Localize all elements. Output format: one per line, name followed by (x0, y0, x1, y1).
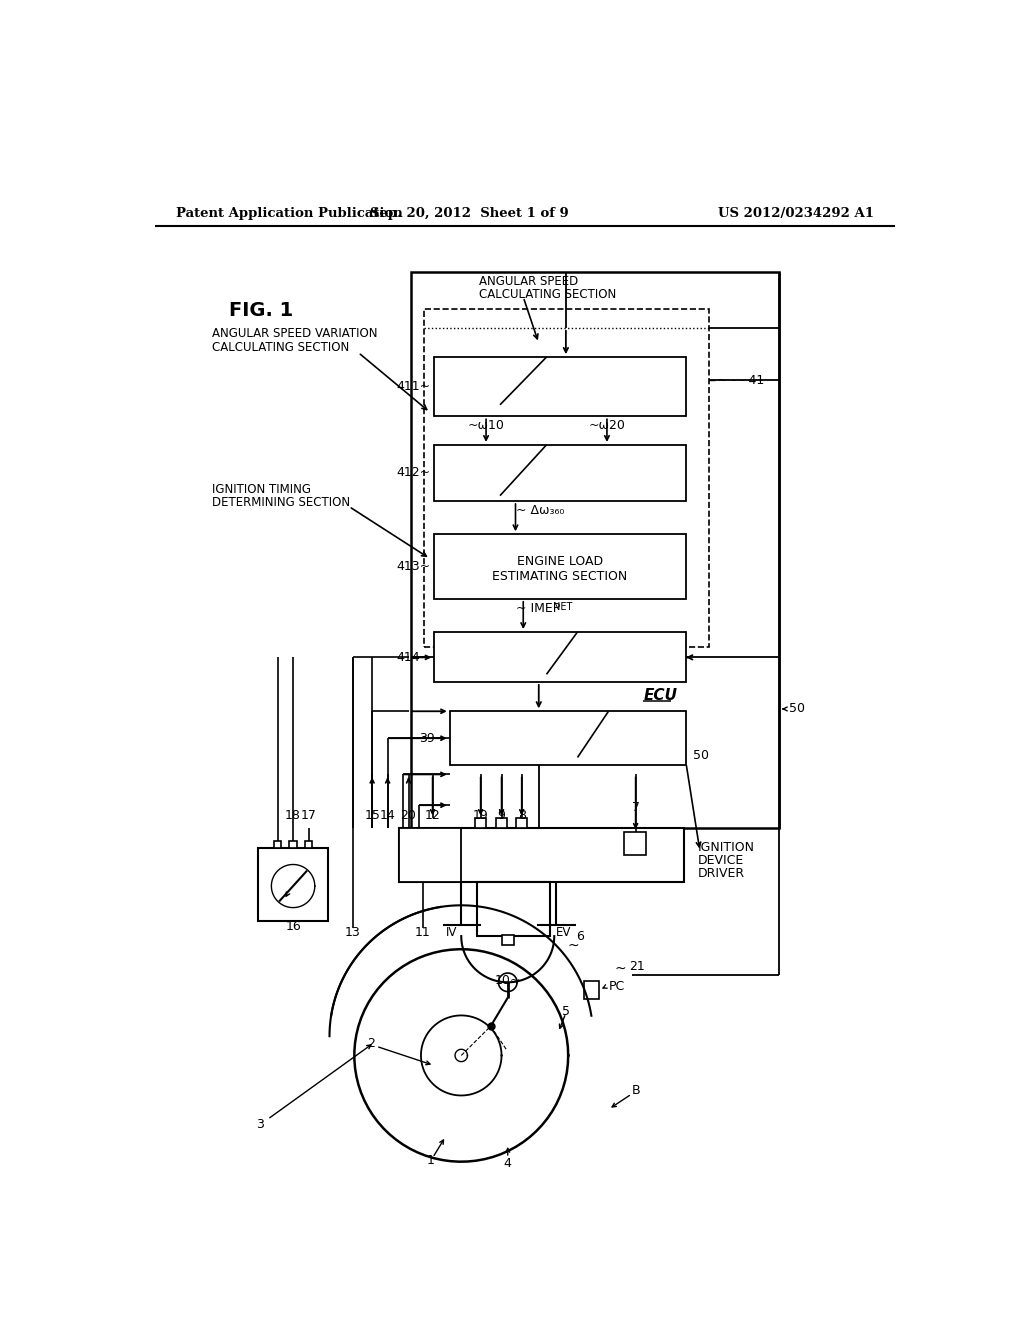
Text: ~: ~ (568, 939, 580, 952)
Text: 16: 16 (286, 920, 301, 933)
Text: CALCULATING SECTION: CALCULATING SECTION (479, 288, 616, 301)
Text: 9: 9 (498, 809, 506, 822)
Text: 12: 12 (425, 809, 440, 822)
Text: 14: 14 (380, 809, 395, 822)
Bar (289, 841, 297, 847)
Text: DRIVER: DRIVER (697, 867, 744, 880)
Text: 2: 2 (367, 1038, 375, 1051)
Text: IGNITION TIMING: IGNITION TIMING (212, 483, 310, 496)
Text: 7: 7 (632, 801, 640, 814)
Text: ~ω20: ~ω20 (589, 418, 626, 432)
Text: ANGULAR SPEED: ANGULAR SPEED (479, 275, 579, 288)
Text: 50: 50 (790, 702, 805, 715)
Text: 4: 4 (504, 1156, 512, 1170)
Text: 21: 21 (630, 961, 645, 973)
Text: 11: 11 (415, 925, 430, 939)
Text: IV: IV (446, 925, 458, 939)
Text: US 2012/0234292 A1: US 2012/0234292 A1 (718, 207, 873, 220)
Text: 17: 17 (301, 809, 316, 822)
Text: Patent Application Publication: Patent Application Publication (176, 207, 402, 220)
Text: 411~: 411~ (396, 380, 430, 393)
Bar (399, 829, 461, 882)
Text: NET: NET (554, 602, 572, 612)
Text: 10~: 10~ (495, 974, 521, 987)
Bar (434, 535, 686, 599)
Text: 8: 8 (518, 809, 525, 822)
Bar (502, 935, 514, 945)
Text: 50: 50 (693, 748, 710, 762)
Bar (450, 711, 686, 766)
Text: ESTIMATING SECTION: ESTIMATING SECTION (493, 570, 628, 583)
Bar (305, 841, 312, 847)
Text: FIG. 1: FIG. 1 (228, 301, 293, 321)
Text: ~ IMEP: ~ IMEP (515, 602, 560, 615)
Text: DETERMINING SECTION: DETERMINING SECTION (212, 496, 350, 510)
Text: ECU: ECU (643, 688, 677, 704)
Text: ANGULAR SPEED VARIATION: ANGULAR SPEED VARIATION (212, 327, 377, 341)
Text: PC: PC (608, 979, 625, 993)
Bar (496, 818, 507, 829)
Text: 3: 3 (256, 1118, 264, 1131)
Text: ~ Δω₃₆₀: ~ Δω₃₆₀ (515, 504, 564, 517)
Text: IGNITION: IGNITION (697, 841, 755, 854)
Text: ~: ~ (614, 961, 626, 975)
Text: CALCULATING SECTION: CALCULATING SECTION (212, 341, 349, 354)
Bar (258, 847, 328, 921)
Bar (624, 832, 646, 855)
Text: 1: 1 (426, 1155, 434, 1167)
Bar (477, 882, 550, 936)
Text: B: B (632, 1084, 640, 1097)
Text: 412~: 412~ (396, 466, 430, 479)
Bar (434, 445, 686, 502)
Bar (424, 309, 710, 647)
Text: ~ - - 41: ~ - - 41 (717, 374, 764, 387)
Text: 18: 18 (285, 809, 301, 822)
Text: 13: 13 (345, 925, 360, 939)
Bar (584, 981, 599, 999)
Text: DEVICE: DEVICE (697, 854, 743, 867)
Text: 5: 5 (562, 1005, 570, 1018)
Bar (475, 818, 486, 829)
Text: ENGINE LOAD: ENGINE LOAD (517, 554, 603, 568)
Text: 19: 19 (473, 809, 488, 822)
Text: 20: 20 (400, 809, 417, 822)
Text: 39~: 39~ (420, 731, 445, 744)
Bar (434, 632, 686, 682)
Bar (516, 818, 527, 829)
Text: 414~: 414~ (396, 651, 430, 664)
Bar (434, 358, 686, 416)
Text: 6: 6 (575, 929, 584, 942)
Bar (399, 829, 684, 882)
Text: EV: EV (556, 925, 571, 939)
Text: Sep. 20, 2012  Sheet 1 of 9: Sep. 20, 2012 Sheet 1 of 9 (370, 207, 568, 220)
Text: ~ω10: ~ω10 (468, 418, 505, 432)
Text: 413~: 413~ (396, 560, 430, 573)
Text: 15: 15 (365, 809, 380, 822)
Bar (273, 841, 282, 847)
Bar (411, 272, 779, 829)
